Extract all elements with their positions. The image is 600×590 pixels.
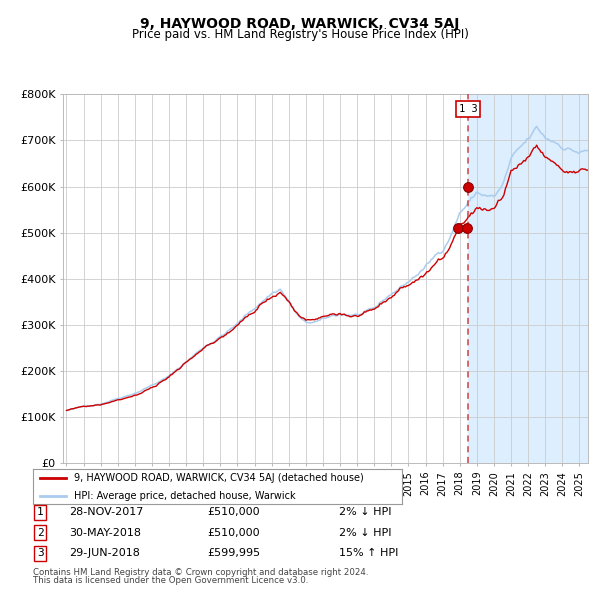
Text: 28-NOV-2017: 28-NOV-2017 [69,507,143,517]
Text: £510,000: £510,000 [207,507,260,517]
Text: Contains HM Land Registry data © Crown copyright and database right 2024.: Contains HM Land Registry data © Crown c… [33,568,368,577]
Text: 2% ↓ HPI: 2% ↓ HPI [339,507,391,517]
Bar [468,94,600,463]
Text: 15% ↑ HPI: 15% ↑ HPI [339,549,398,558]
Text: 29-JUN-2018: 29-JUN-2018 [69,549,140,558]
Text: 1 3: 1 3 [459,104,478,114]
Text: 2: 2 [37,528,44,537]
Text: This data is licensed under the Open Government Licence v3.0.: This data is licensed under the Open Gov… [33,576,308,585]
Text: £599,995: £599,995 [207,549,260,558]
Text: 3: 3 [37,549,44,558]
Text: 2% ↓ HPI: 2% ↓ HPI [339,528,391,537]
Text: 1: 1 [37,507,44,517]
Text: 9, HAYWOOD ROAD, WARWICK, CV34 5AJ (detached house): 9, HAYWOOD ROAD, WARWICK, CV34 5AJ (deta… [74,473,364,483]
Text: Price paid vs. HM Land Registry's House Price Index (HPI): Price paid vs. HM Land Registry's House … [131,28,469,41]
Text: £510,000: £510,000 [207,528,260,537]
Text: HPI: Average price, detached house, Warwick: HPI: Average price, detached house, Warw… [74,491,295,500]
Text: 30-MAY-2018: 30-MAY-2018 [69,528,141,537]
Text: 9, HAYWOOD ROAD, WARWICK, CV34 5AJ: 9, HAYWOOD ROAD, WARWICK, CV34 5AJ [140,17,460,31]
